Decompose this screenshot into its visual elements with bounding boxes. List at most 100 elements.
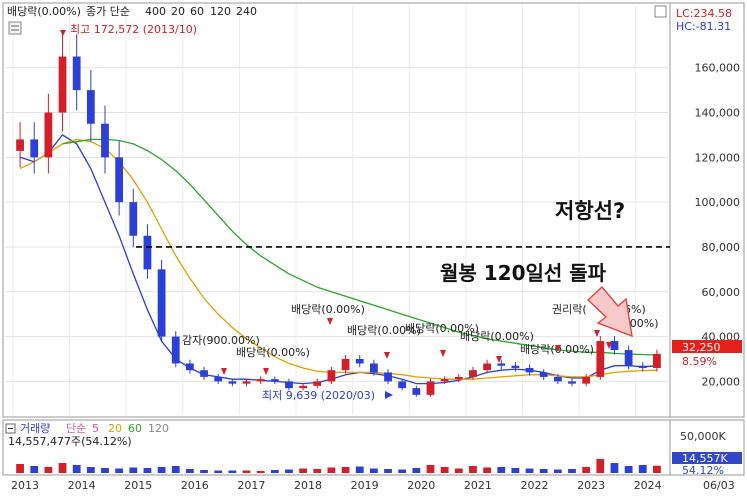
- candle-body: [157, 269, 166, 337]
- volume-bar: [214, 470, 223, 473]
- volume-bar: [426, 465, 435, 473]
- volume-bar: [30, 466, 39, 473]
- cap-reduction-label: 감자(900.00%): [182, 334, 260, 347]
- event-arrow-icon: [384, 352, 390, 359]
- x-tick-label: 2017: [237, 479, 265, 492]
- volume-bar: [412, 468, 421, 473]
- candle-body: [143, 235, 152, 270]
- candle-body: [270, 379, 279, 382]
- volume-bar: [157, 467, 166, 473]
- candle-body: [313, 381, 322, 386]
- x-tick-label: 2024: [634, 479, 662, 492]
- event-arrow-icon: [594, 330, 600, 337]
- dividend-label: 배당락(0.00%): [347, 324, 421, 337]
- volume-bar: [638, 465, 647, 473]
- x-tick-label: 2015: [124, 479, 152, 492]
- legend-ma-period: 240: [236, 5, 257, 18]
- candle-body: [596, 341, 605, 377]
- volume-bar: [440, 467, 449, 473]
- volume-bar: [568, 469, 576, 473]
- price-tag-box: [672, 340, 742, 353]
- price-axis-labels: 160,000 140,000 120,000 100,000 80,000 60,000…: [695, 62, 741, 389]
- volume-bar: [553, 469, 562, 473]
- volume-bar: [299, 468, 308, 473]
- candle-body: [16, 139, 24, 151]
- lc-readout: LC:234.58: [676, 7, 732, 20]
- price-tag-value: 32,250: [682, 341, 721, 354]
- x-tick-label: 2016: [181, 479, 209, 492]
- candle-body: [511, 365, 520, 368]
- x-tick-label: 2019: [351, 479, 379, 492]
- dividend-label: 배당락(0.00%): [460, 330, 534, 343]
- resistance-question: 저항선?: [555, 199, 625, 223]
- candle-body: [285, 381, 293, 389]
- candle-body: [171, 336, 180, 364]
- legend-ma-period: 20: [171, 5, 185, 18]
- volume-bar: [72, 465, 81, 473]
- dividend-label: 배당락(0.00%): [236, 346, 310, 359]
- price-legend: 배당락(0.00%) 종가 단순 400 20 60 120 240: [7, 5, 667, 35]
- candle-body: [539, 372, 548, 377]
- candle-body: [525, 367, 534, 373]
- candle-body: [638, 365, 647, 368]
- volume-bar: [624, 466, 633, 473]
- candle-body: [355, 358, 364, 364]
- y-tick-label: 160,000: [695, 62, 741, 75]
- settings-icon[interactable]: [8, 21, 22, 35]
- volume-bars: [16, 459, 661, 473]
- candle-body: [582, 376, 591, 384]
- event-arrow-icon: [606, 342, 612, 349]
- volume-bar: [384, 469, 392, 473]
- close-icon[interactable]: [654, 5, 667, 18]
- volume-bar: [143, 468, 152, 473]
- x-tick-label: 2018: [294, 479, 322, 492]
- candle-body: [299, 385, 308, 389]
- y-tick-label: 60,000: [702, 286, 741, 299]
- hc-readout: HC:-81.31: [676, 20, 731, 33]
- candle-body: [568, 381, 576, 384]
- volume-bar: [115, 468, 124, 473]
- volume-bar: [327, 467, 336, 473]
- candle-body: [483, 363, 491, 371]
- volume-bar: [511, 468, 520, 473]
- volume-bar: [86, 467, 95, 473]
- volume-bar: [525, 468, 534, 473]
- candle-body: [610, 341, 619, 351]
- legend-price-prefix: 배당락(0.00%): [7, 5, 81, 18]
- time-axis-labels: 2013 2014 2015 2016 2017 2018 2019 2020 2021 2022…: [11, 479, 735, 492]
- event-arrow-icon: [327, 318, 333, 325]
- volume-ma-label: 단순: [66, 422, 86, 435]
- volume-value: 14,557,477주(54.12%): [8, 435, 132, 448]
- high-label: 최고 172,572 (2013/10): [70, 23, 197, 36]
- candle-body: [256, 379, 265, 382]
- candle-body: [228, 381, 237, 384]
- volume-bar: [341, 467, 350, 473]
- volume-bar: [58, 463, 67, 473]
- candle-body: [412, 388, 421, 395]
- candle-body: [101, 123, 109, 158]
- volume-bar: [454, 468, 463, 473]
- candle-body: [426, 381, 435, 395]
- volume-bar: [171, 466, 180, 473]
- candle-body: [440, 379, 449, 382]
- volume-bar: [596, 459, 605, 473]
- ma60-line: [19, 138, 657, 380]
- volume-bar: [469, 466, 477, 473]
- volume-bar: [582, 467, 591, 473]
- candle-body: [384, 372, 392, 382]
- candle-body: [341, 358, 350, 371]
- candle-body: [469, 370, 477, 377]
- callout-arrow-icon: [586, 285, 633, 338]
- legend-ma-period: 400: [145, 5, 166, 18]
- x-tick-label: 2020: [407, 479, 435, 492]
- volume-bar: [270, 470, 279, 473]
- x-tick-label: 2021: [464, 479, 492, 492]
- dividend-label: 배당락(0.00%): [291, 303, 365, 316]
- volume-ma-period: 60: [128, 422, 142, 435]
- volume-panel-frame: [2, 419, 671, 476]
- volume-bar: [483, 467, 491, 473]
- volume-bar: [653, 465, 661, 473]
- candle-body: [58, 56, 67, 113]
- event-arrow-icon: [440, 350, 446, 357]
